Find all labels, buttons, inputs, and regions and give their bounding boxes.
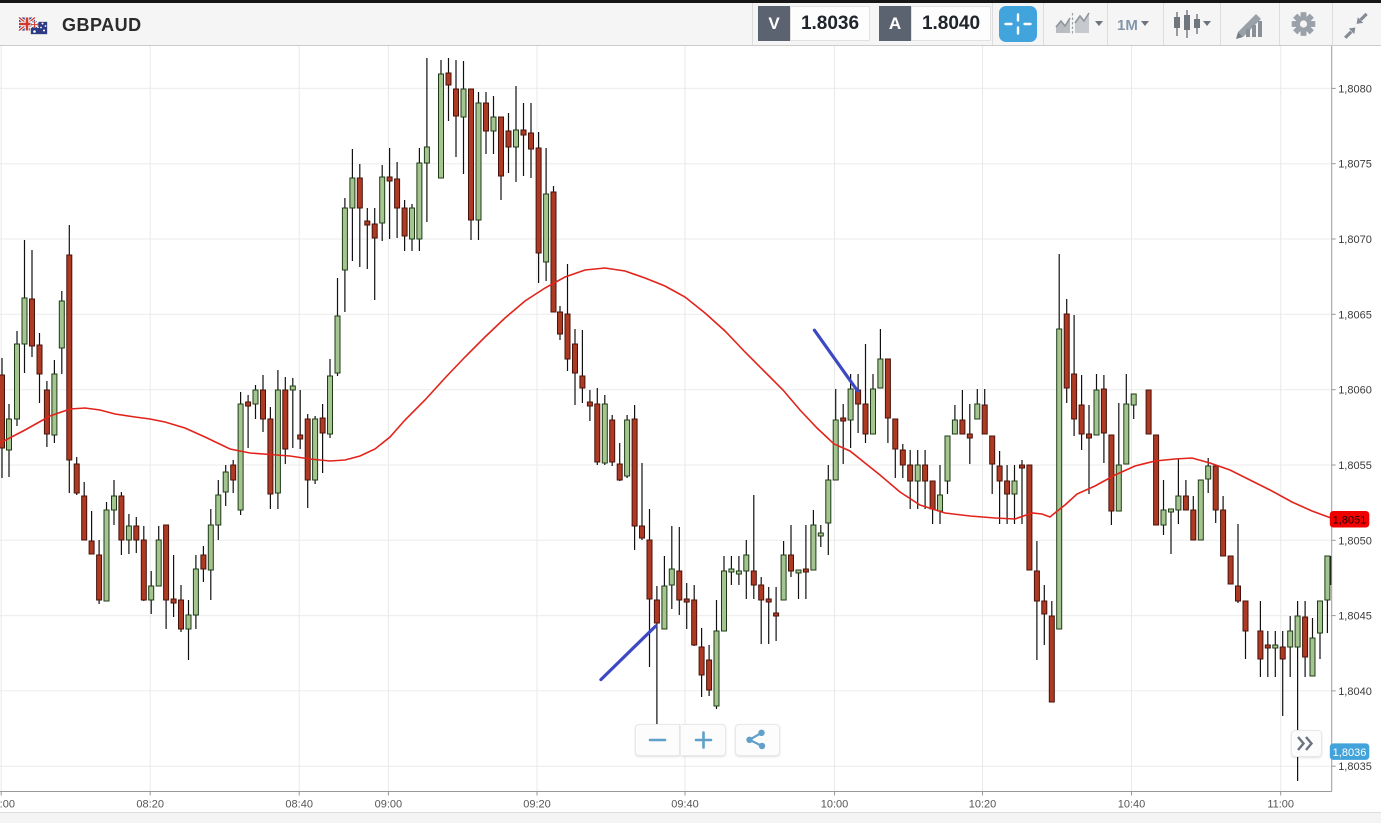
svg-text:1,8060: 1,8060: [1338, 385, 1372, 397]
svg-text:09:40: 09:40: [671, 799, 699, 811]
svg-text:09:00: 09:00: [375, 799, 403, 811]
svg-text:1,8036: 1,8036: [1333, 747, 1367, 759]
svg-text:08:20: 08:20: [136, 799, 164, 811]
svg-text:1,8065: 1,8065: [1338, 309, 1372, 321]
svg-text:1M: 1M: [1117, 17, 1138, 34]
svg-text:10:00: 10:00: [821, 799, 849, 811]
svg-text:1,8070: 1,8070: [1338, 234, 1372, 246]
svg-text:1,8055: 1,8055: [1338, 460, 1372, 472]
svg-text:09:20: 09:20: [523, 799, 551, 811]
svg-text:1,8040: 1,8040: [1338, 686, 1372, 698]
svg-text:1,8075: 1,8075: [1338, 159, 1372, 171]
svg-text:08:00: 08:00: [0, 799, 15, 811]
svg-text:1,8050: 1,8050: [1338, 535, 1372, 547]
svg-text:10:40: 10:40: [1118, 799, 1146, 811]
svg-text:1,8080: 1,8080: [1338, 83, 1372, 95]
svg-text:11:00: 11:00: [1267, 799, 1294, 811]
svg-text:1,8051: 1,8051: [1333, 515, 1367, 527]
svg-text:1,8035: 1,8035: [1338, 761, 1372, 773]
svg-text:08:40: 08:40: [285, 799, 313, 811]
svg-text:1,8045: 1,8045: [1338, 611, 1372, 623]
svg-text:10:20: 10:20: [969, 799, 997, 811]
